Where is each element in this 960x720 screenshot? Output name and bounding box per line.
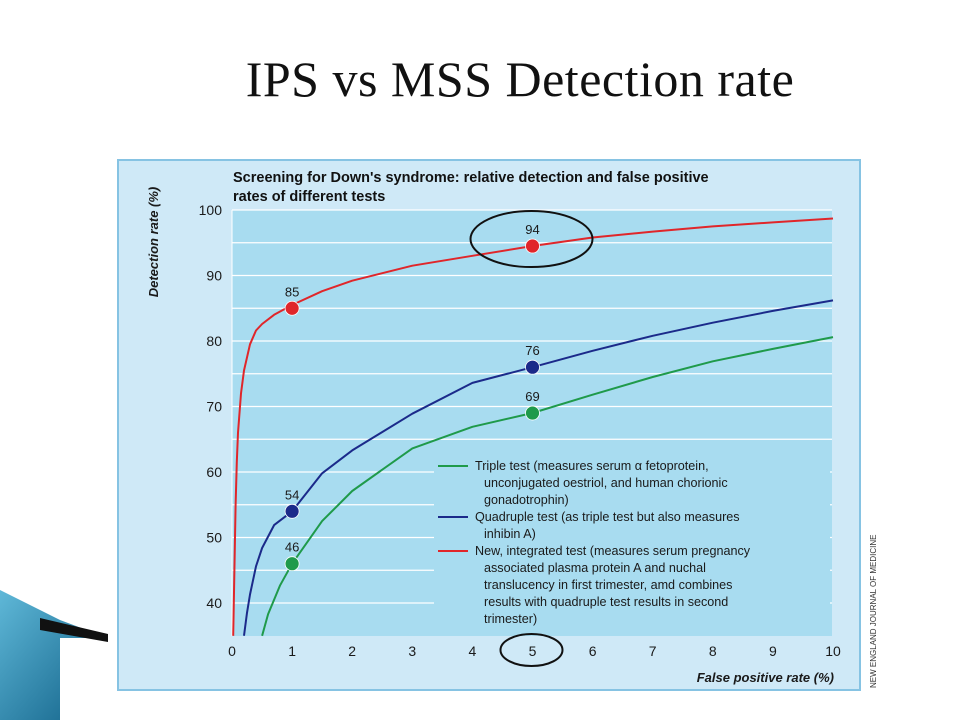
legend-box (434, 452, 830, 636)
x-axis-label: False positive rate (%) (697, 670, 834, 685)
annotations (469, 210, 594, 667)
legend-text: results with quadruple test results in s… (484, 595, 728, 609)
x-tick-label: 2 (348, 643, 356, 659)
x-tick-label: 7 (649, 643, 657, 659)
chart-title-line-2: rates of different tests (233, 189, 385, 205)
data-point (284, 300, 300, 316)
legend-text: associated plasma protein A and nuchal (484, 561, 706, 575)
series-1: 54 76 (243, 299, 834, 636)
data-point (525, 405, 540, 421)
x-tick-label: 1 (288, 643, 296, 659)
highlight-circle-94 (469, 210, 594, 269)
y-tick-label: 40 (206, 595, 222, 611)
data-label: 54 (285, 487, 299, 502)
y-tick-label: 100 (199, 202, 223, 218)
y-tick-label: 60 (206, 464, 222, 480)
legend-text: unconjugated oestriol, and human chorion… (484, 476, 728, 490)
x-tick-label: 8 (709, 643, 717, 659)
legend-text: Triple test (measures serum α fetoprotei… (475, 459, 709, 473)
data-label: 94 (525, 222, 539, 237)
series-2: 85 94 (232, 217, 834, 636)
x-tick-label: 3 (408, 643, 416, 659)
data-point (525, 238, 540, 254)
chart-title-line-1: Screening for Down's syndrome: relative … (233, 170, 709, 186)
data-label: 76 (525, 343, 539, 358)
series-line (261, 336, 834, 637)
data-point (284, 503, 300, 519)
data-label: 69 (525, 389, 539, 404)
x-tick-label: 0 (228, 643, 236, 659)
legend: Triple test (measures serum α fetoprotei… (434, 452, 830, 636)
corner-arrow-decoration (0, 590, 108, 720)
legend-text: New, integrated test (measures serum pre… (475, 544, 751, 558)
legend-text: inhibin A) (484, 527, 536, 541)
x-tick-label: 5 (529, 643, 537, 659)
data-series: 46 69 54 76 85 94 (232, 217, 834, 637)
y-axis-label: Detection rate (%) (146, 187, 161, 298)
x-tick-label: 9 (769, 643, 777, 659)
x-tick-label: 4 (469, 643, 477, 659)
x-tick-label: 10 (825, 643, 841, 659)
series-line (243, 299, 834, 636)
series-line (232, 217, 834, 636)
credit-text: NEW ENGLAND JOURNAL OF MEDICINE (869, 535, 878, 689)
data-point (284, 556, 300, 572)
legend-text: trimester) (484, 612, 537, 626)
axis-ticks: 40 50 60 70 80 90 100 0 1 2 3 4 5 6 7 8 9 10 (199, 202, 841, 659)
data-label: 85 (285, 284, 299, 299)
series-0: 46 69 (261, 336, 834, 637)
y-tick-label: 50 (206, 530, 222, 546)
y-tick-label: 70 (206, 399, 222, 415)
highlight-circle-x5 (499, 633, 564, 667)
legend-text: gonadotrophin) (484, 493, 569, 507)
y-tick-label: 80 (206, 333, 222, 349)
legend-text: translucency in first trimester, amd com… (484, 578, 732, 592)
data-point (525, 359, 540, 375)
slide-title: IPS vs MSS Detection rate (245, 51, 795, 107)
legend-text: Quadruple test (as triple test but also … (475, 510, 740, 524)
y-tick-label: 90 (206, 268, 222, 284)
x-tick-label: 6 (589, 643, 597, 659)
data-label: 46 (285, 540, 299, 555)
